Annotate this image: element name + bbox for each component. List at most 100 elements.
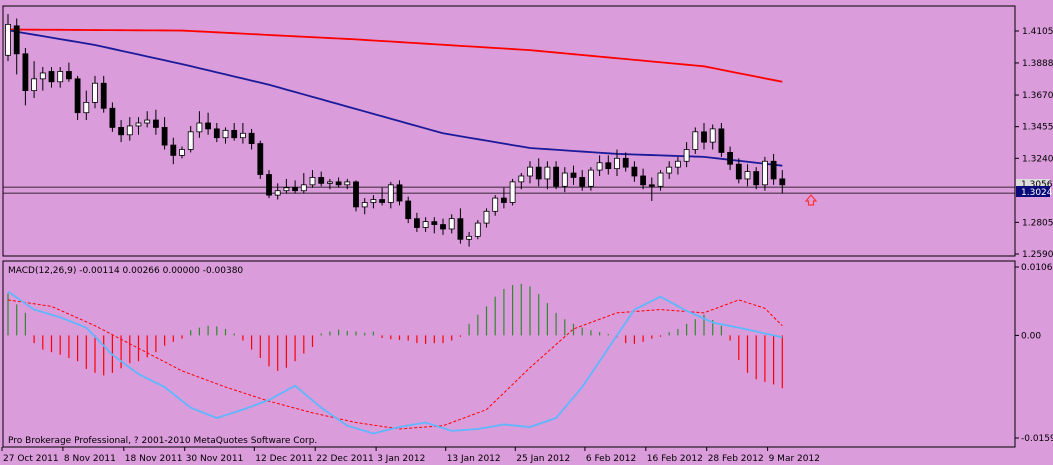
candle-down bbox=[257, 143, 264, 175]
macd-main-line bbox=[7, 290, 783, 435]
date-tick-label: 8 Nov 2011 bbox=[64, 454, 116, 464]
ma-fast-line bbox=[7, 29, 783, 167]
candle-up bbox=[518, 175, 525, 183]
candle-up bbox=[544, 166, 551, 180]
candle-up bbox=[326, 181, 333, 184]
candle-up bbox=[614, 157, 620, 170]
candle-up bbox=[179, 149, 185, 156]
price-tick-label: 1.3240 bbox=[1022, 154, 1053, 164]
macd-panel-frame bbox=[2, 260, 1016, 448]
price-tick-label: 1.3670 bbox=[1022, 91, 1053, 101]
candle-down bbox=[213, 128, 220, 139]
candle-down bbox=[396, 184, 403, 202]
candle-up bbox=[474, 222, 481, 237]
overlapped-price-tag bbox=[1016, 179, 1050, 189]
date-tick-label: 28 Feb 2012 bbox=[708, 454, 764, 464]
candle-down bbox=[118, 127, 124, 136]
candle-up bbox=[692, 131, 699, 150]
up-arrow-icon bbox=[804, 194, 818, 206]
ma-slow-line bbox=[7, 28, 783, 83]
candle-up bbox=[666, 166, 673, 174]
candle-down bbox=[431, 221, 438, 225]
date-tick-label: 30 Nov 2011 bbox=[186, 454, 244, 464]
candle-down bbox=[292, 187, 299, 192]
candle-down bbox=[413, 218, 420, 228]
candle-down bbox=[727, 152, 733, 165]
candle-down bbox=[109, 107, 116, 128]
candle-down bbox=[100, 82, 107, 109]
date-tick-label: 16 Feb 2012 bbox=[647, 454, 703, 464]
candle-down bbox=[753, 171, 760, 186]
candle-up bbox=[31, 78, 38, 92]
candle-down bbox=[231, 129, 238, 139]
price-panel bbox=[3, 14, 1015, 247]
candle-up bbox=[283, 187, 290, 192]
candle-up bbox=[144, 119, 151, 124]
candle-down bbox=[735, 163, 742, 180]
candle-down bbox=[579, 177, 586, 187]
candle-down bbox=[648, 184, 655, 187]
candle-up bbox=[187, 131, 194, 150]
candle-up bbox=[448, 218, 455, 230]
macd-title: MACD(12,26,9) -0.00114 0.00266 0.00000 -… bbox=[8, 266, 243, 276]
candle-up bbox=[5, 23, 11, 56]
candle-up bbox=[483, 210, 490, 224]
candle-up bbox=[527, 166, 533, 177]
candle-up bbox=[683, 149, 690, 162]
date-tick-label: 9 Mar 2012 bbox=[769, 454, 820, 464]
candle-down bbox=[48, 71, 55, 83]
candle-up bbox=[675, 160, 681, 168]
macd-tick-label: 0.0106 bbox=[1021, 263, 1053, 273]
candle-down bbox=[718, 128, 725, 153]
candle-down bbox=[640, 175, 646, 186]
candle-down bbox=[152, 119, 159, 128]
candle-up bbox=[92, 82, 98, 103]
candle-down bbox=[500, 197, 507, 203]
candle-up bbox=[561, 172, 568, 187]
candle-down bbox=[770, 160, 777, 180]
candle-up bbox=[274, 190, 281, 196]
candle-down bbox=[22, 53, 29, 92]
candle-up bbox=[762, 160, 768, 186]
candle-up bbox=[300, 184, 307, 192]
current-price-tag bbox=[1016, 186, 1050, 197]
candle-down bbox=[13, 25, 20, 55]
candle-down bbox=[405, 200, 412, 220]
candle-down bbox=[631, 166, 638, 177]
price-panel-frame bbox=[2, 5, 1016, 257]
candle-down bbox=[605, 162, 612, 170]
candle-down bbox=[440, 224, 446, 230]
candle-up bbox=[135, 122, 142, 127]
candle-up bbox=[344, 181, 351, 186]
candle-up bbox=[361, 202, 368, 208]
date-tick-label: 22 Dec 2011 bbox=[316, 454, 374, 464]
macd-panel bbox=[7, 283, 783, 435]
candle-down bbox=[622, 157, 629, 168]
candle-up bbox=[126, 125, 133, 136]
candle-down bbox=[248, 132, 255, 145]
price-tick-label: 1.2590 bbox=[1022, 250, 1053, 260]
current-price-label: 1.3024 bbox=[1021, 188, 1053, 198]
candle-up bbox=[222, 129, 229, 139]
candle-down bbox=[701, 131, 707, 143]
price-tick-label: 1.2805 bbox=[1022, 218, 1053, 228]
candle-down bbox=[266, 174, 272, 196]
candle-up bbox=[57, 71, 64, 83]
date-tick-label: 18 Nov 2011 bbox=[125, 454, 183, 464]
candle-up bbox=[596, 162, 603, 171]
candle-up bbox=[83, 101, 90, 114]
candle-down bbox=[66, 71, 72, 80]
candle-down bbox=[457, 218, 464, 240]
candle-down bbox=[318, 177, 325, 184]
macd-tick-label: 0.00 bbox=[1021, 331, 1041, 341]
candle-up bbox=[709, 128, 716, 143]
date-tick-label: 6 Feb 2012 bbox=[586, 454, 636, 464]
candle-up bbox=[466, 235, 473, 240]
date-tick-label: 12 Dec 2011 bbox=[255, 454, 312, 464]
overlapped-price-label: 1.3056 bbox=[1021, 180, 1053, 190]
candle-up bbox=[657, 172, 664, 187]
candle-down bbox=[535, 166, 542, 180]
